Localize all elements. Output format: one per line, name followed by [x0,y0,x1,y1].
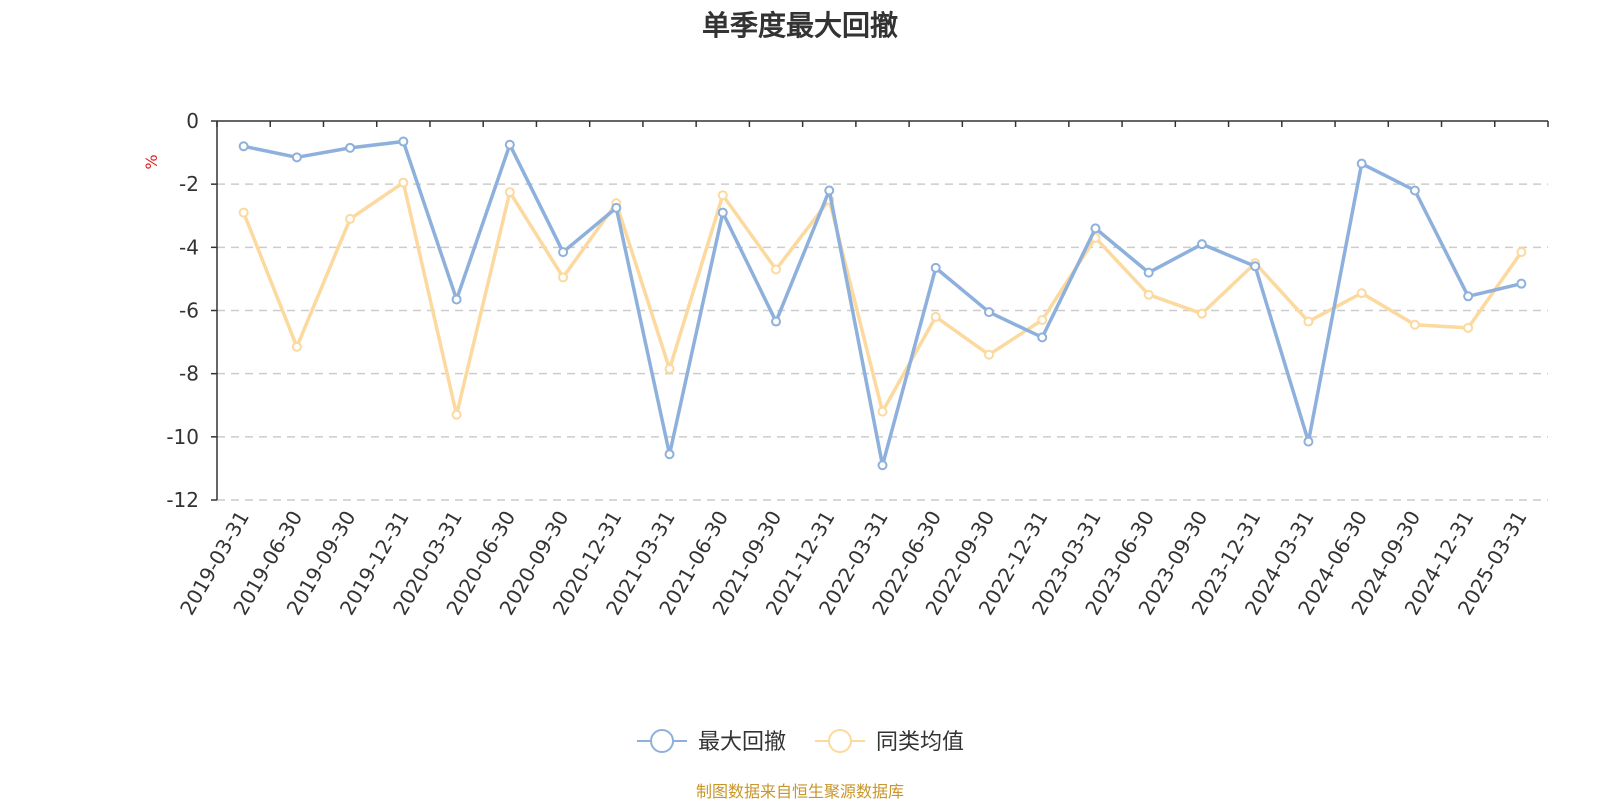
data-point [1196,239,1207,250]
y-tick-label: -6 [179,299,199,323]
y-tick-label: -4 [179,235,199,259]
data-point [504,187,515,198]
data-point [983,349,994,360]
chart-title: 单季度最大回撤 [701,9,898,42]
legend-marker [828,729,852,753]
data-point [291,152,302,163]
data-point [1143,267,1154,278]
data-point [983,307,994,318]
data-point [291,341,302,352]
y-tick-label: 0 [186,109,199,133]
data-point [1037,314,1048,325]
data-point [611,202,622,213]
data-point [717,207,728,218]
data-point [1303,436,1314,447]
legend-label: 最大回撤 [698,730,786,755]
data-point [1356,288,1367,299]
legend-item: 同类均值 [815,729,964,755]
data-point [930,262,941,273]
data-point [664,449,675,460]
data-point [238,141,249,152]
data-point [345,213,356,224]
data-point [1303,316,1314,327]
data-point [1356,158,1367,169]
data-point [664,363,675,374]
data-point [451,409,462,420]
data-point [1090,223,1101,234]
data-point [1250,261,1261,272]
y-tick-label: -2 [179,172,199,196]
series-line [241,180,1523,417]
data-point [1409,319,1420,330]
legend-label: 同类均值 [876,730,964,755]
data-point [877,460,888,471]
data-point [1143,289,1154,300]
series-line [243,139,1522,468]
y-tick-label: -12 [166,488,199,512]
data-point [930,311,941,322]
data-point [398,177,409,188]
data-point [824,185,835,196]
data-point [451,294,462,305]
y-axis-label: % [142,154,161,169]
data-point [558,247,569,258]
data-point [504,139,515,150]
data-point [771,316,782,327]
y-tick-label: -8 [179,362,199,386]
legend-item: 最大回撤 [637,729,786,755]
data-point [558,272,569,283]
data-point [1516,247,1527,258]
data-point [238,207,249,218]
data-point [877,406,888,417]
data-point [345,142,356,153]
data-point [717,190,728,201]
data-point [1463,291,1474,302]
data-point [1037,332,1048,343]
y-tick-label: -10 [166,425,199,449]
data-point [1196,308,1207,319]
data-point [1463,322,1474,333]
data-point [1516,278,1527,289]
source-note: 制图数据来自恒生聚源数据库 [695,782,904,801]
legend-marker [650,729,674,753]
data-point [398,136,409,147]
data-point [1409,185,1420,196]
data-point [771,264,782,275]
